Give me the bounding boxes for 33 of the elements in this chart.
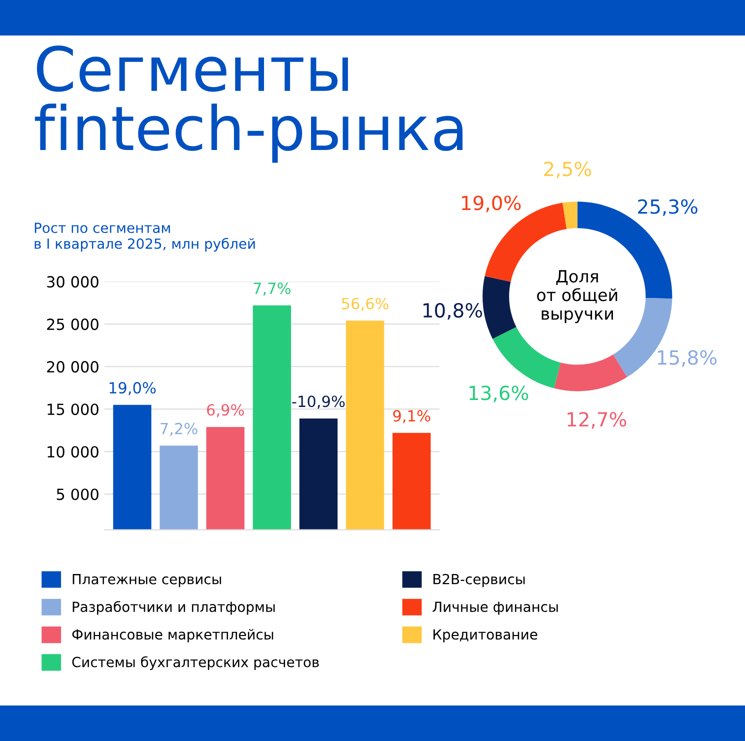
data-label: 10,8% bbox=[423, 302, 482, 320]
legend-label: B2B-сервисы bbox=[434, 574, 525, 588]
annotation: 19,0% bbox=[110, 382, 156, 396]
data-label: 2,5% bbox=[544, 162, 592, 178]
annotation: 9,1% bbox=[393, 410, 430, 424]
legend-label: Личные финансы bbox=[432, 602, 558, 615]
data-label: 19,0% bbox=[462, 196, 521, 212]
data-label: 13,6% bbox=[470, 386, 528, 402]
legend-label: Платежные сервисы bbox=[72, 574, 222, 588]
legend-label: Финансовые маркетплейсы bbox=[72, 628, 274, 642]
data-label: 12,7% bbox=[568, 412, 626, 429]
data-label: 25,3% bbox=[638, 199, 698, 216]
annotation: 7,2% bbox=[160, 422, 198, 436]
annotation: 7,7% bbox=[254, 282, 290, 296]
y-tick-label: 15 000 bbox=[48, 404, 98, 416]
legend-label: Разработчики и платформы bbox=[72, 601, 275, 615]
chart-subtitle: Рост по сегментам в I квартале 2025, млн рублей bbox=[34, 222, 255, 252]
chart-title: Сегменты fintech-рынка bbox=[34, 46, 462, 163]
annotation: 56,6% bbox=[342, 298, 388, 311]
text: Доля от общей выручки bbox=[537, 270, 618, 324]
donut-slice bbox=[562, 202, 578, 229]
legend-label: Системы бухгалтерских расчетов bbox=[72, 656, 319, 670]
y-tick-label: 10 000 bbox=[48, 446, 98, 458]
annotation: -10,9% bbox=[292, 396, 345, 409]
donut-slice bbox=[482, 276, 516, 339]
y-tick-label: 5 000 bbox=[56, 488, 98, 500]
y-tick-label: 20 000 bbox=[47, 361, 98, 373]
y-tick-label: 30 000 bbox=[47, 276, 98, 288]
data-label: 15,8% bbox=[658, 350, 717, 367]
donut-slice bbox=[554, 354, 628, 392]
y-tick-label: 25 000 bbox=[47, 318, 98, 330]
legend-label: Кредитование bbox=[434, 629, 538, 642]
annotation: 6,9% bbox=[207, 404, 244, 418]
